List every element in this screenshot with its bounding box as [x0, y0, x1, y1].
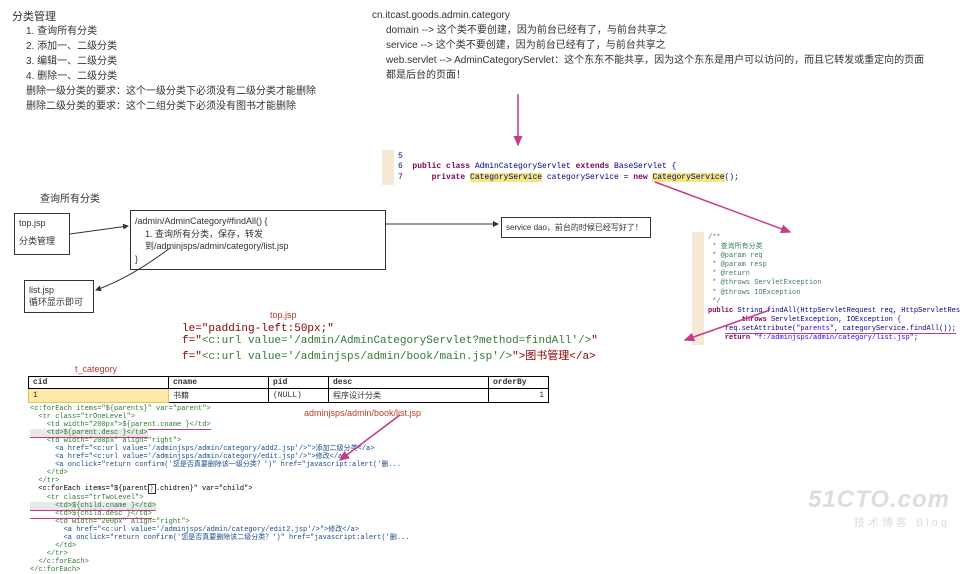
outline-title: 分类管理: [12, 8, 352, 24]
watermark-sub: 技术博客 Blog: [808, 514, 950, 530]
outline-item: 2. 添加一、二级分类: [26, 39, 352, 54]
servlet-title: /admin/AdminCategory#findAll() {: [135, 215, 381, 228]
outline-item: 1. 查询所有分类: [26, 24, 352, 39]
td: 1: [489, 389, 549, 403]
servlet-close: }: [135, 253, 381, 266]
package-notes: cn.itcast.goods.admin.category domain --…: [372, 8, 932, 83]
th-pid: pid: [269, 377, 329, 389]
code-topjsp: le="padding-left:50px;" f="<c:url value=…: [182, 323, 598, 363]
td: (NULL): [269, 389, 329, 403]
outline-note: 删除二级分类的要求：这个二组分类下必须没有图书才能删除: [26, 99, 352, 114]
list-label: list.jsp: [29, 285, 89, 295]
td: 程序设计分类: [329, 389, 489, 403]
box-top-jsp: top.jsp 分类管理: [14, 213, 70, 255]
outline-item: 4. 删除一、二级分类: [26, 69, 352, 84]
box-servlet: /admin/AdminCategory#findAll() { 1. 查询所有…: [130, 210, 386, 270]
pkg-line: domain --> 这个类不要创建，因为前台已经有了，与前台共享之: [386, 23, 932, 38]
list-sublabel: 循环显示即可: [29, 295, 89, 308]
caption-tcategory: t_category: [75, 364, 117, 374]
pkg-line: web.servlet --> AdminCategoryServlet：这个东…: [386, 53, 932, 83]
box-label: top.jsp: [19, 218, 65, 228]
box-service: service dao，前台的时候已经写好了！: [501, 217, 651, 238]
db-table: cid cname pid desc orderBy 1 书籍 (NULL) 程…: [28, 376, 549, 403]
code-servlet-class: 5 6 public class AdminCategoryServlet ex…: [382, 150, 782, 185]
th-cid: cid: [29, 377, 169, 389]
td: 1: [29, 389, 169, 403]
td: 书籍: [169, 389, 269, 403]
th-cname: cname: [169, 377, 269, 389]
th-orderby: orderBy: [489, 377, 549, 389]
t-category-table: cid cname pid desc orderBy 1 书籍 (NULL) 程…: [28, 376, 549, 403]
servlet-line: 1. 查询所有分类，保存，转发到/adminjsps/admin/categor…: [135, 228, 381, 253]
watermark: 51CTO.com 技术博客 Blog: [808, 486, 950, 530]
outline-note: 删除一级分类的要求：这个一级分类下必须没有二级分类才能删除: [26, 84, 352, 99]
package-name: cn.itcast.goods.admin.category: [372, 8, 932, 23]
outline-items: 1. 查询所有分类 2. 添加一、二级分类 3. 编辑一、二级分类 4. 删除一…: [12, 24, 352, 114]
box-sublabel: 分类管理: [19, 234, 65, 247]
box-list-jsp: list.jsp 循环显示即可: [24, 280, 94, 313]
pkg-line: service --> 这个类不要创建，因为前台已经有了，与前台共享之: [386, 38, 932, 53]
code-listjsp: <c:forEach items="${parents}" var="paren…: [30, 405, 570, 574]
outline-block: 分类管理 1. 查询所有分类 2. 添加一、二级分类 3. 编辑一、二级分类 4…: [12, 8, 352, 114]
diagram-title: 查询所有分类: [40, 190, 100, 205]
outline-item: 3. 编辑一、二级分类: [26, 54, 352, 69]
watermark-main: 51CTO.com: [808, 486, 950, 514]
caption-topjsp: top.jsp: [270, 310, 297, 320]
th-desc: desc: [329, 377, 489, 389]
code-findall: /** * 查询所有分类 * @param req * @param resp …: [692, 232, 954, 345]
